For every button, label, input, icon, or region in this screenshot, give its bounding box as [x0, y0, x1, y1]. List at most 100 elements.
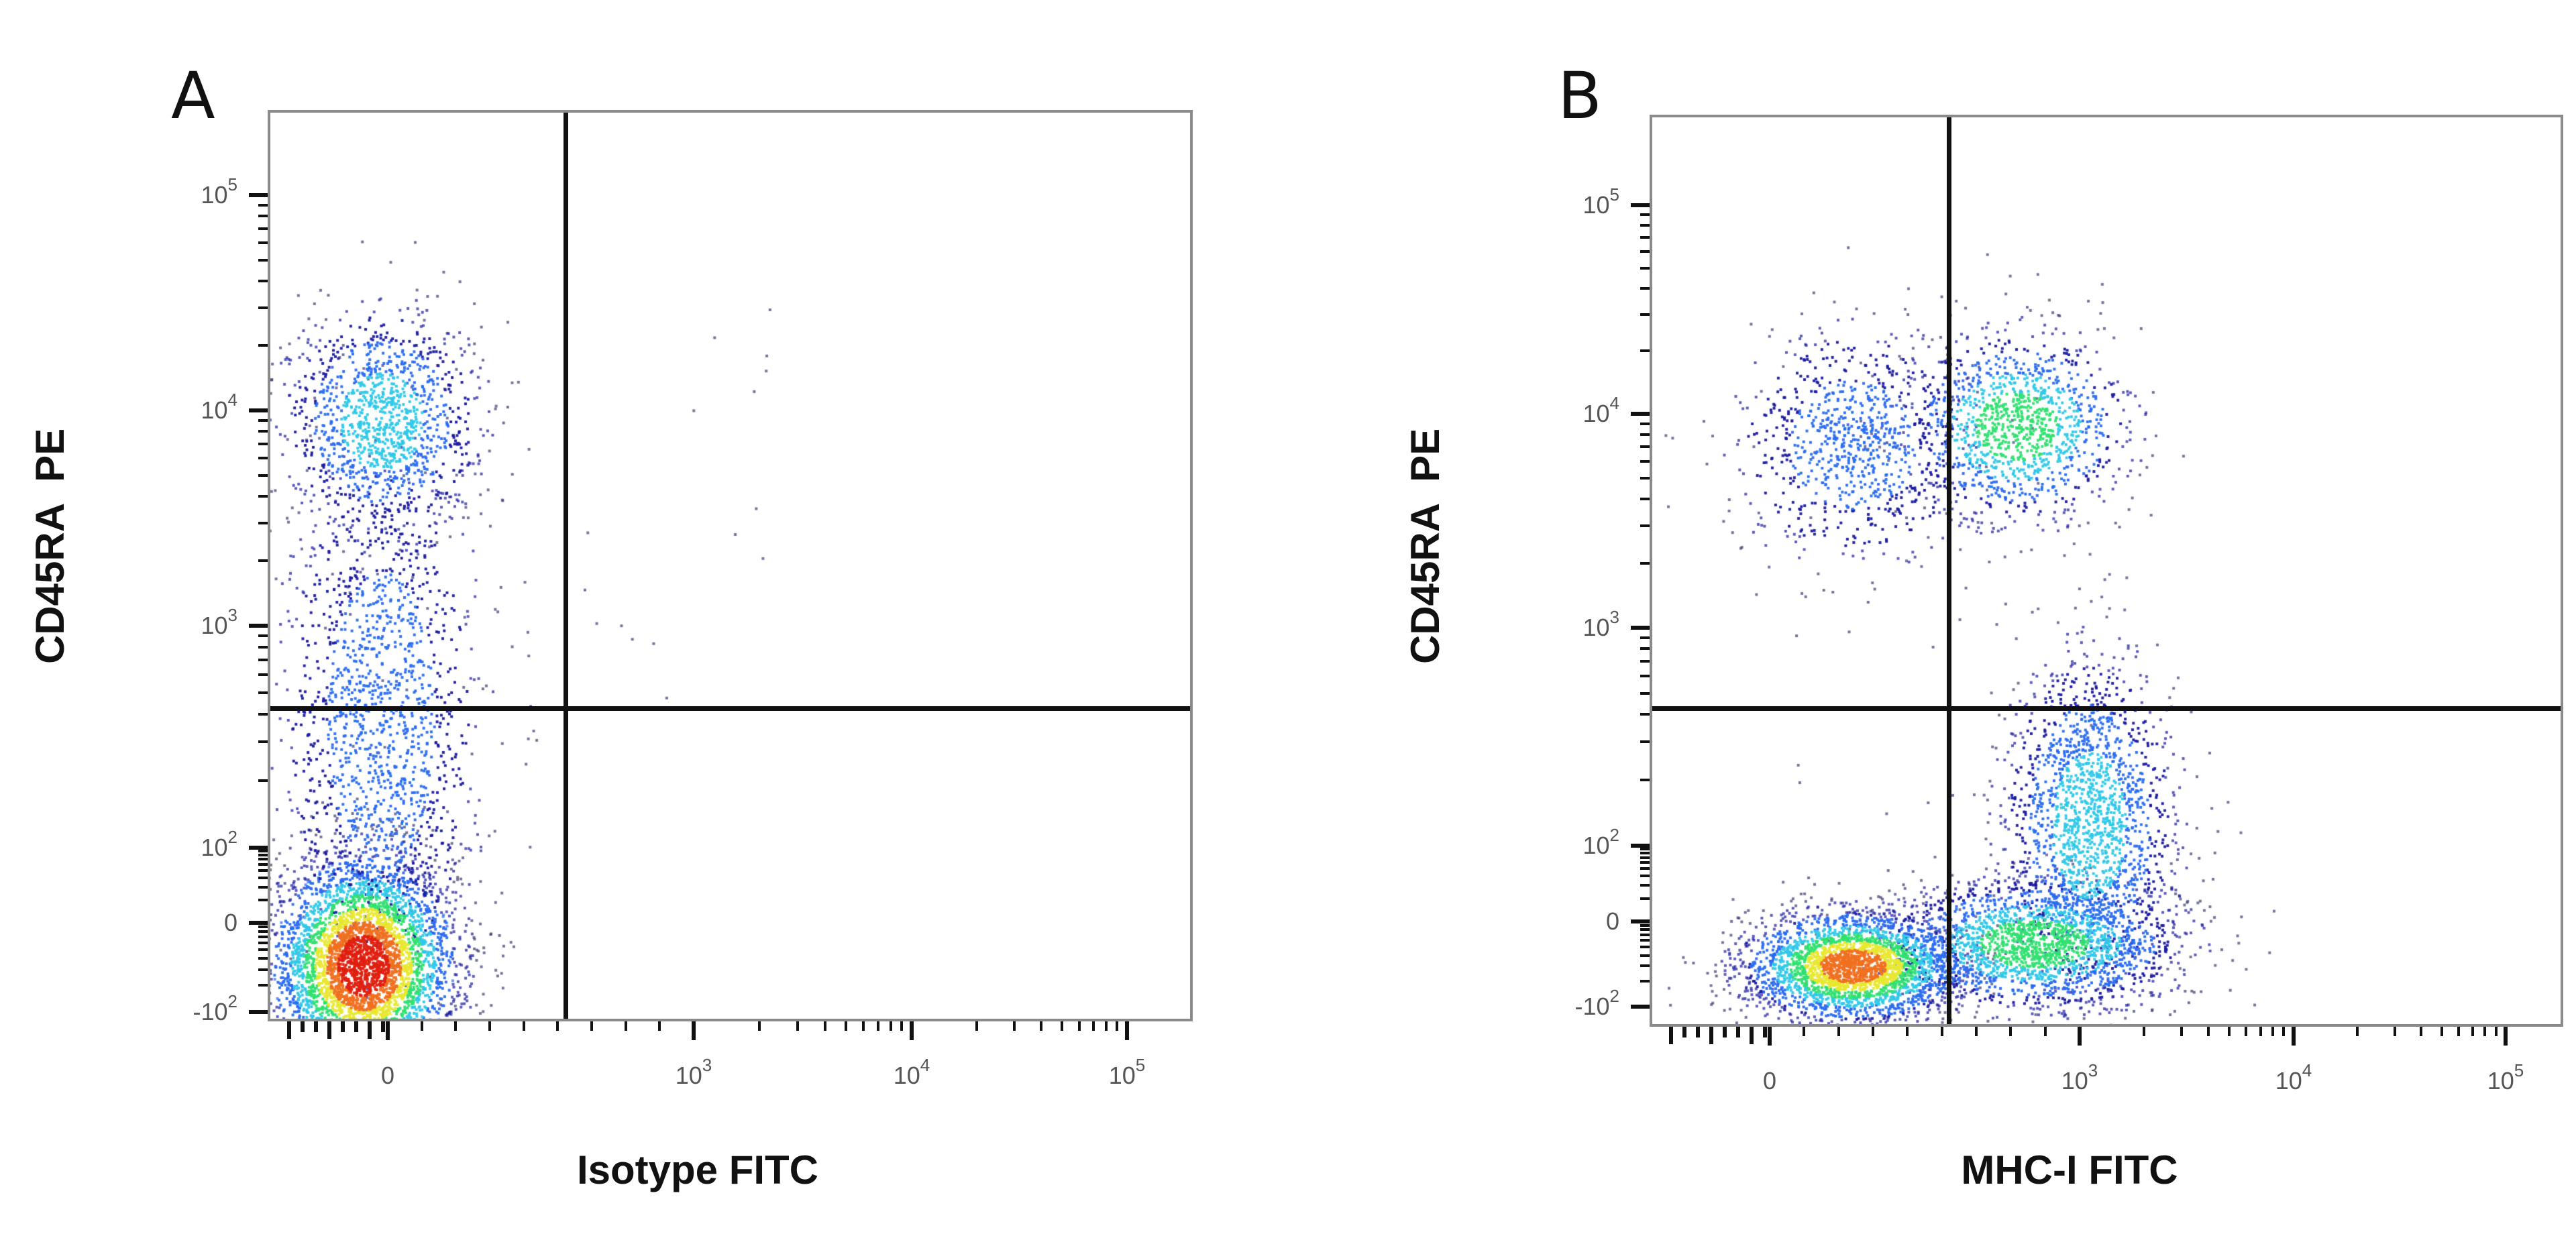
y-minor-tick: [258, 968, 268, 971]
x-major-tick: [2504, 1027, 2508, 1046]
y-major-tick: [249, 921, 268, 925]
y-major-tick: [249, 193, 268, 197]
y-minor-tick: [1640, 561, 1650, 565]
x-minor-tick: [488, 1021, 491, 1031]
x-tick-label: 104: [893, 1055, 930, 1089]
y-minor-tick: [258, 279, 268, 282]
x-minor-tick: [1077, 1021, 1081, 1031]
y-minor-tick: [258, 948, 268, 952]
x-minor-tick: [522, 1021, 525, 1031]
panel-b-x-axis-label: MHC-I FITC: [1961, 1147, 2178, 1192]
panel-b-quadrant-gate-horizontal[interactable]: [1652, 706, 2561, 711]
y-minor-tick: [1640, 691, 1650, 695]
x-minor-tick: [2143, 1027, 2146, 1036]
y-minor-tick: [258, 779, 268, 783]
x-minor-tick: [1092, 1021, 1095, 1031]
y-minor-tick: [258, 634, 268, 638]
x-major-tick: [1125, 1021, 1129, 1040]
y-minor-tick: [1640, 213, 1650, 217]
y-tick-label: -102: [193, 991, 238, 1025]
y-minor-tick: [1640, 979, 1650, 982]
y-minor-tick: [1640, 286, 1650, 290]
y-major-tick: [1631, 203, 1650, 207]
x-minor-tick: [1040, 1021, 1043, 1031]
x-tick-label: 105: [1108, 1055, 1146, 1089]
y-minor-tick: [258, 868, 268, 872]
y-minor-tick: [1640, 954, 1650, 957]
x-minor-tick: [2282, 1027, 2286, 1036]
x-minor-tick: [381, 1021, 385, 1032]
y-minor-tick: [1640, 459, 1650, 463]
y-minor-tick: [1640, 779, 1650, 782]
panel-b-quadrant-gate-vertical[interactable]: [1947, 117, 1951, 1024]
y-minor-tick: [1640, 497, 1650, 500]
x-minor-tick: [1709, 1027, 1713, 1044]
y-minor-tick: [1640, 897, 1650, 900]
y-minor-tick: [258, 673, 268, 677]
y-minor-tick: [1640, 874, 1650, 877]
y-minor-tick: [258, 876, 268, 879]
y-major-tick: [1631, 626, 1650, 630]
y-tick-label: 105: [1582, 184, 1619, 219]
y-minor-tick: [258, 418, 268, 422]
x-minor-tick: [287, 1021, 291, 1039]
y-minor-tick: [258, 935, 268, 938]
x-minor-tick: [2356, 1027, 2359, 1036]
x-minor-tick: [2207, 1027, 2210, 1036]
x-minor-tick: [420, 1021, 423, 1031]
panel-b-scatter-canvas: [1652, 117, 2561, 1024]
y-minor-tick: [1640, 946, 1650, 949]
x-minor-tick: [1696, 1027, 1700, 1037]
panel-a-quadrant-gate-horizontal[interactable]: [270, 706, 1190, 711]
y-minor-tick: [1640, 445, 1650, 449]
y-minor-tick: [258, 659, 268, 662]
x-minor-tick: [341, 1021, 345, 1032]
y-tick-label: 103: [201, 605, 237, 639]
y-major-tick: [1631, 919, 1650, 923]
x-minor-tick: [2420, 1027, 2423, 1036]
x-minor-tick: [1669, 1027, 1673, 1044]
y-minor-tick: [258, 258, 268, 262]
x-minor-tick: [823, 1021, 826, 1031]
y-major-tick: [249, 1010, 268, 1014]
x-minor-tick: [454, 1021, 458, 1031]
x-minor-tick: [2440, 1027, 2443, 1036]
y-minor-tick: [258, 941, 268, 944]
x-tick-label: 103: [675, 1055, 712, 1089]
y-minor-tick: [258, 885, 268, 889]
y-tick-label: 0: [223, 909, 237, 936]
y-minor-tick: [258, 203, 268, 207]
y-tick-label: 104: [1582, 393, 1619, 427]
y-minor-tick: [1640, 313, 1650, 316]
x-minor-tick: [2043, 1027, 2047, 1036]
y-minor-tick: [258, 494, 268, 498]
y-major-tick: [249, 408, 268, 412]
y-minor-tick: [1640, 349, 1650, 353]
y-major-tick: [249, 846, 268, 850]
x-minor-tick: [757, 1021, 761, 1031]
y-minor-tick: [1640, 848, 1650, 851]
y-minor-tick: [1640, 477, 1650, 480]
y-minor-tick: [1640, 675, 1650, 678]
x-minor-tick: [314, 1021, 318, 1032]
y-minor-tick: [258, 521, 268, 524]
x-minor-tick: [1975, 1027, 1978, 1036]
y-minor-tick: [1640, 740, 1650, 743]
panel-a-quadrant-gate-vertical[interactable]: [564, 113, 568, 1019]
y-minor-tick: [258, 559, 268, 563]
x-minor-tick: [889, 1021, 892, 1031]
x-minor-tick: [1940, 1027, 1943, 1036]
x-minor-tick: [796, 1021, 800, 1031]
y-minor-tick: [258, 862, 268, 866]
x-tick-label: 0: [380, 1062, 395, 1089]
x-minor-tick: [1723, 1027, 1727, 1037]
x-tick-label: 103: [2061, 1060, 2098, 1094]
y-minor-tick: [258, 850, 268, 853]
y-minor-tick: [1640, 422, 1650, 425]
y-major-tick: [1631, 412, 1650, 416]
y-minor-tick: [1640, 928, 1650, 932]
x-minor-tick: [845, 1021, 848, 1031]
y-minor-tick: [258, 691, 268, 694]
y-minor-tick: [1640, 884, 1650, 887]
y-major-tick: [1631, 1005, 1650, 1009]
